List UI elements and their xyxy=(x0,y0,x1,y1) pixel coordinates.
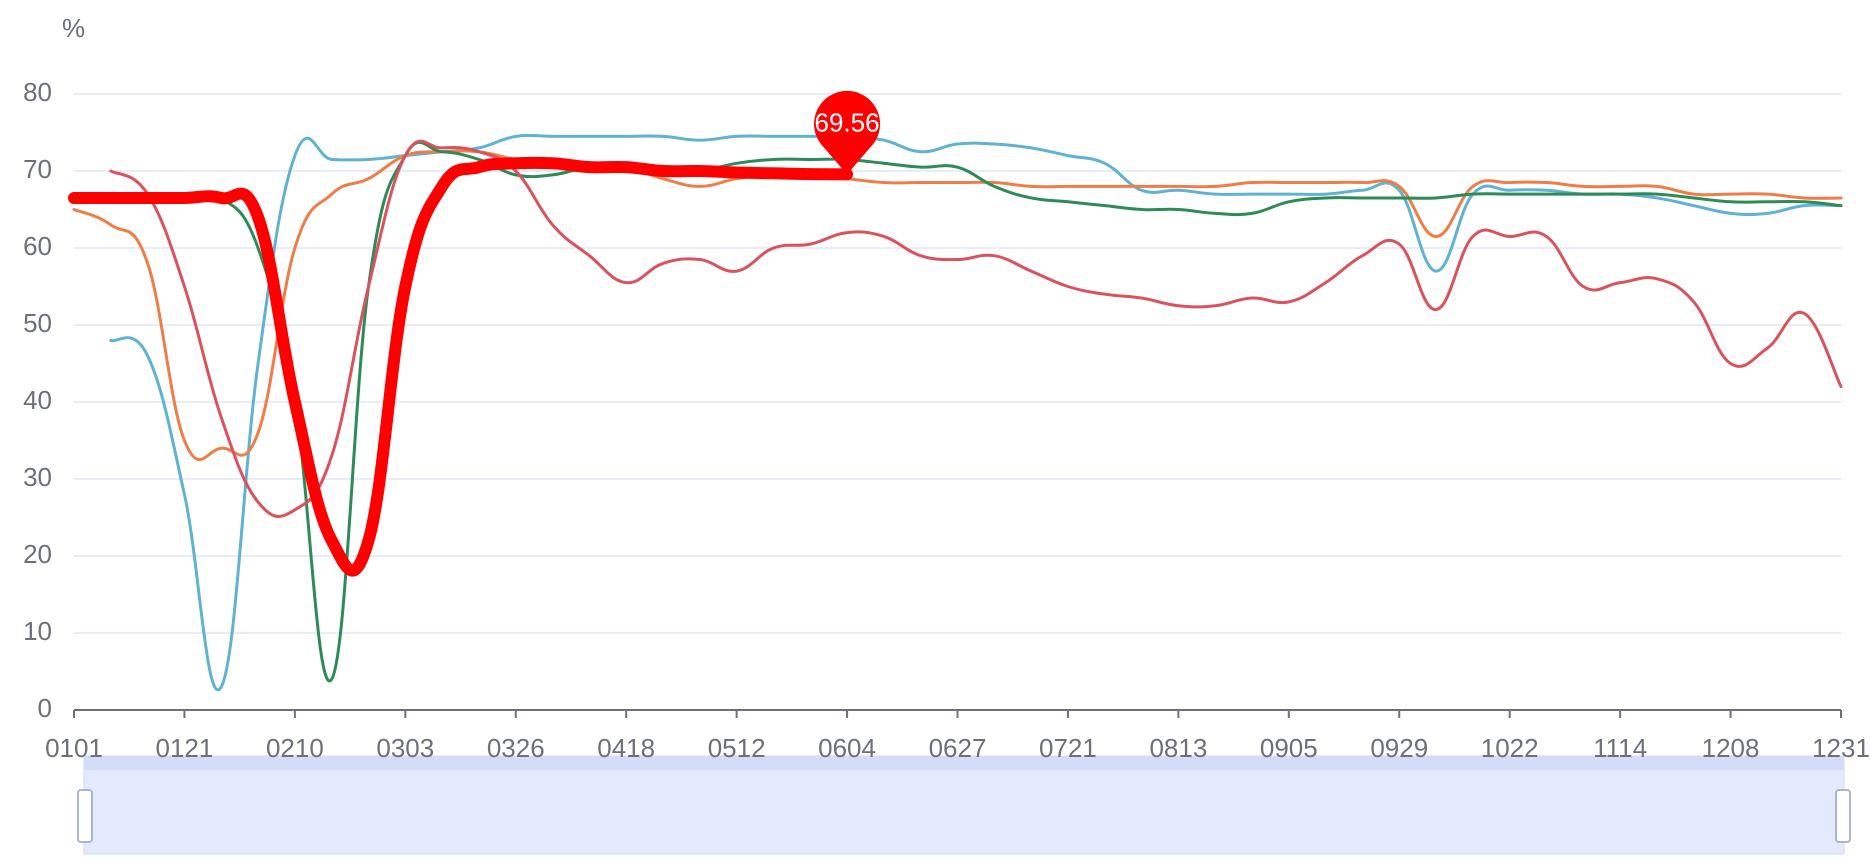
x-tick-label: 0101 xyxy=(45,733,103,763)
x-tick-label: 1114 xyxy=(1593,733,1647,763)
x-tick-label: 0418 xyxy=(597,733,655,763)
x-tick-label: 0326 xyxy=(487,733,545,763)
y-tick-label: 10 xyxy=(23,616,52,646)
line xyxy=(68,156,854,577)
x-tick-label: 0929 xyxy=(1370,733,1428,763)
y-tick-label: 0 xyxy=(38,693,52,723)
zoom-bar[interactable] xyxy=(84,756,1844,770)
x-tick-label: 0303 xyxy=(376,733,434,763)
y-tick-label: 20 xyxy=(23,539,52,569)
zoom-handle[interactable] xyxy=(1835,789,1851,843)
mark-point-label: 69.56 xyxy=(815,107,880,137)
y-tick-label: 40 xyxy=(23,385,52,415)
y-tick-label: 50 xyxy=(23,308,52,338)
line xyxy=(72,140,1843,683)
line xyxy=(109,139,1843,518)
x-tick-label: 1208 xyxy=(1702,733,1760,763)
x-tick-label: 0512 xyxy=(708,733,766,763)
x-tick-label: 0210 xyxy=(266,733,324,763)
y-tick-label: 70 xyxy=(23,154,52,184)
line xyxy=(72,149,1843,462)
y-axis-label: % xyxy=(62,13,85,43)
y-tick-label: 30 xyxy=(23,462,52,492)
x-tick-label: 0627 xyxy=(929,733,987,763)
y-tick-label: 80 xyxy=(23,77,52,107)
line xyxy=(109,133,1843,692)
x-tick-label: 0121 xyxy=(156,733,214,763)
mark-point xyxy=(814,90,881,175)
x-tick-label: 1022 xyxy=(1481,733,1539,763)
x-tick-label: 0604 xyxy=(818,733,876,763)
data-zoom[interactable] xyxy=(77,755,1851,855)
x-tick-label: 0813 xyxy=(1149,733,1207,763)
zoom-track[interactable] xyxy=(83,755,1845,855)
x-tick-label: 1231 xyxy=(1812,733,1870,763)
x-tick-label: 0721 xyxy=(1039,733,1097,763)
zoom-handle[interactable] xyxy=(77,789,93,843)
y-tick-label: 60 xyxy=(23,231,52,261)
x-tick-label: 0905 xyxy=(1260,733,1318,763)
